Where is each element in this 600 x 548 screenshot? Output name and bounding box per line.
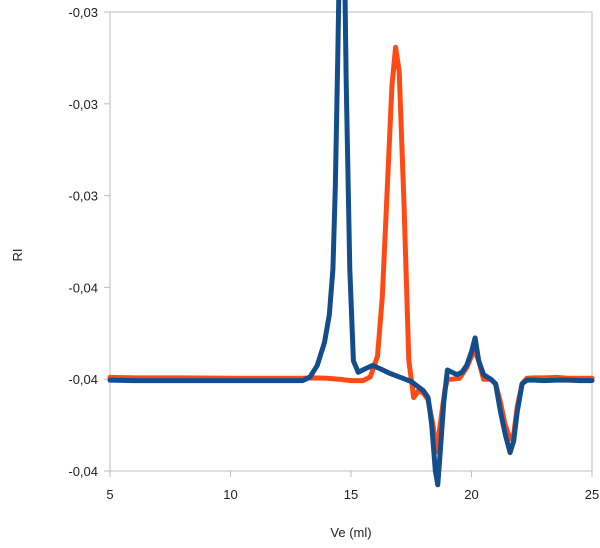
y-tick-label: -0,04 xyxy=(68,372,98,387)
x-tick-label: 25 xyxy=(585,487,599,502)
x-tick-label: 5 xyxy=(106,487,113,502)
y-tick-label: -0,03 xyxy=(68,189,98,204)
series-line-2 xyxy=(107,0,595,488)
x-axis-title: Ve (ml) xyxy=(330,525,371,540)
x-tick-label: 15 xyxy=(344,487,358,502)
y-tick-label: -0,03 xyxy=(68,97,98,112)
y-tick-label: -0,03 xyxy=(68,5,98,20)
y-axis-title: RI xyxy=(10,249,25,262)
x-tick-label: 10 xyxy=(223,487,237,502)
x-tick-label: 20 xyxy=(464,487,478,502)
series-layer xyxy=(107,0,595,488)
y-axis: -0,03 -0,03 -0,03 -0,04 -0,04 -0,04 xyxy=(68,5,110,479)
y-tick-label: -0,04 xyxy=(68,464,98,479)
y-tick-label: -0,04 xyxy=(68,280,98,295)
x-axis: 5 10 15 20 25 xyxy=(106,471,599,502)
